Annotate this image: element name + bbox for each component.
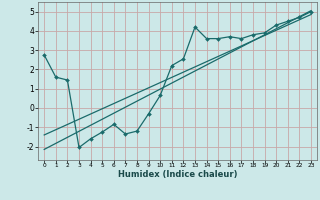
X-axis label: Humidex (Indice chaleur): Humidex (Indice chaleur): [118, 170, 237, 179]
